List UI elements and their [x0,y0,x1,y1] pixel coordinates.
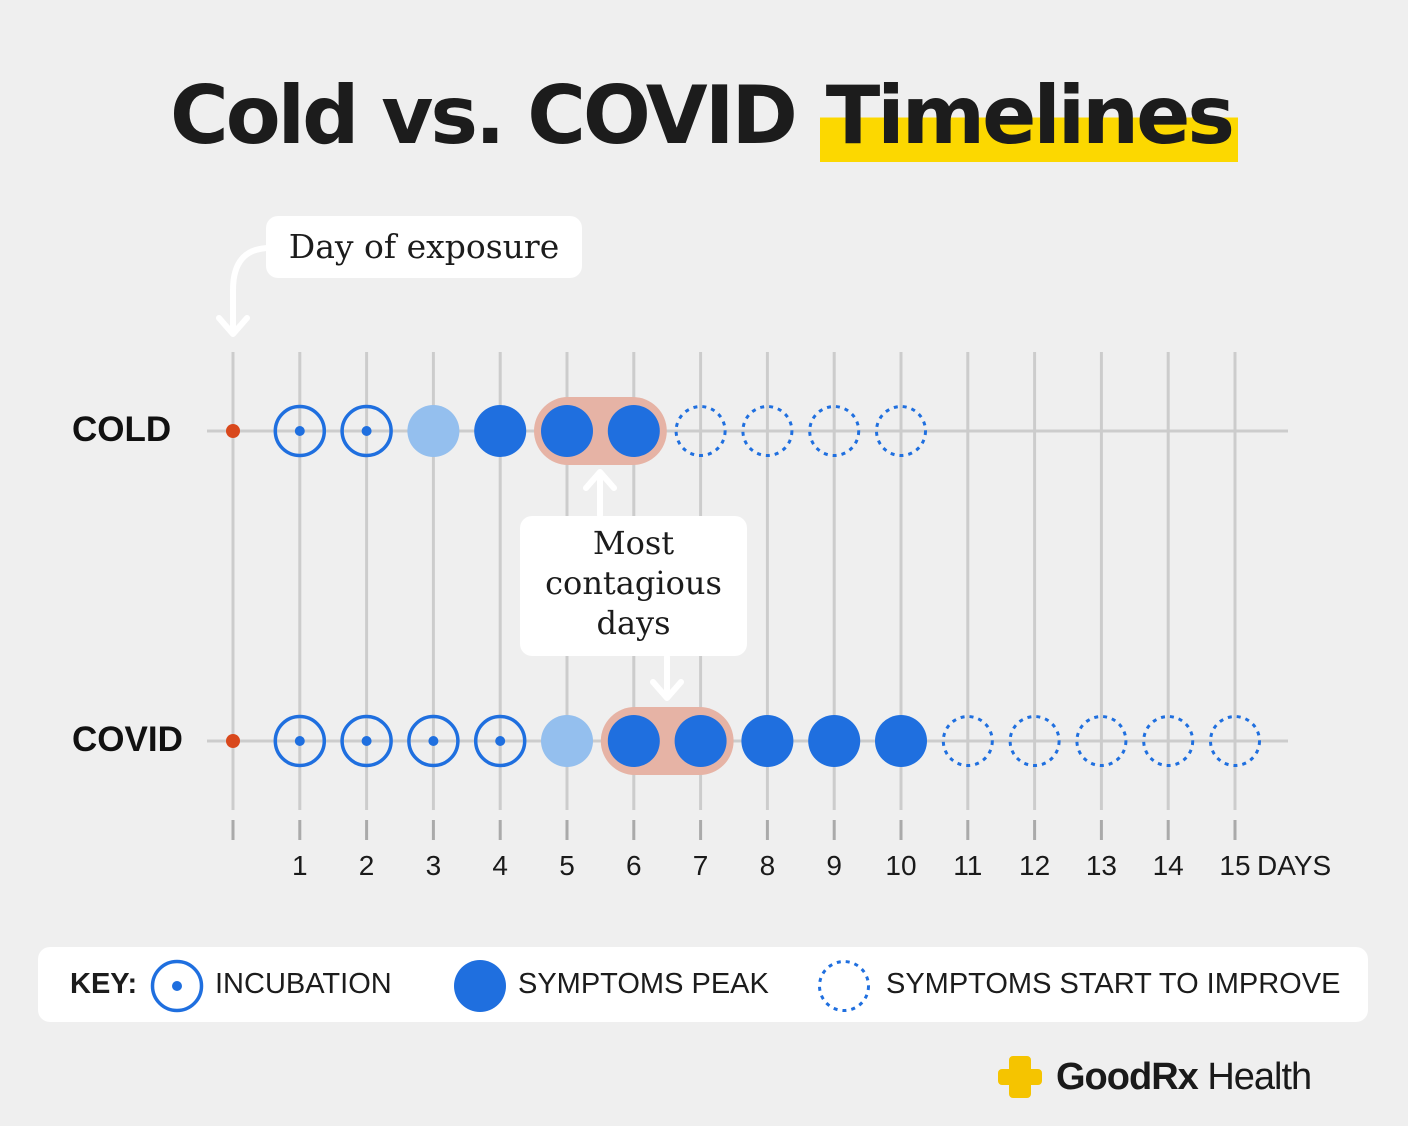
axis-tick-label: 7 [693,850,709,881]
timeline-diagram: 1 2 3 4 5 6 7 8 9 10 11 12 13 14 15 DAYS [207,245,1331,881]
incubation-marker [340,714,393,768]
symptoms-improve-icon [818,960,870,1012]
improving-marker [1209,715,1261,767]
peak-marker [674,715,727,767]
axis-tick-label: 12 [1019,850,1050,881]
legend-key: KEY: INCUBATION SYMPTOMS PEAK SYMPTOMS S… [38,947,1368,1022]
key-improve-label: SYMPTOMS START TO IMPROVE [886,968,1341,1000]
contagious-line-1: Most [592,524,675,562]
improving-marker [1142,715,1195,767]
axis-unit-label: DAYS [1257,850,1331,881]
axis-tick-label: 13 [1086,850,1117,881]
exposure-arrow-head [216,315,250,337]
improving-marker [875,405,927,457]
title-main: Cold vs. COVID [169,69,798,162]
incubation-marker-dot [294,426,305,436]
onset-marker [541,715,593,767]
axis-tick-label: 2 [359,850,375,881]
row-label-covid: COVID [72,720,183,759]
contagious-arrow-up-head [583,469,617,491]
goodrx-plus-icon [998,1056,1042,1098]
incubation-marker [407,714,460,768]
incubation-marker [473,714,527,768]
incubation-marker-dot [294,736,305,746]
axis-tick-label: 6 [626,850,642,881]
peak-marker [875,715,927,767]
axis-tick-label: 4 [492,850,508,881]
incubation-marker [273,404,327,458]
peak-marker [541,405,593,457]
axis-tick-label: 9 [826,850,842,881]
axis-tick-label: 1 [292,850,308,881]
improving-marker [808,405,861,457]
peak-marker [607,405,660,457]
brand-name: GoodRx Health [1056,1055,1312,1098]
exposure-callout-text: Day of exposure [288,227,560,266]
axis-tick-label: 8 [760,850,776,881]
incubation-marker [273,714,327,768]
brand-logo: GoodRx Health [996,1052,1312,1102]
key-title: KEY: [70,968,138,1000]
axis-tick-label: 15 [1219,850,1250,881]
peak-marker [607,715,660,767]
improving-marker [941,715,994,767]
most-contagious-callout: Most contagious days [520,516,747,656]
row-label-cold: COLD [72,410,172,449]
key-incubation-label: INCUBATION [215,968,392,1000]
contagious-line-2: contagious [545,564,722,602]
page-title: Cold vs. COVID Timelines [0,66,1408,166]
title-highlight: Timelines [819,69,1238,162]
axis-tick-label: 10 [885,850,916,881]
improving-marker [1008,715,1061,767]
incubation-marker-dot [361,426,372,436]
axis-tick-label: 3 [426,850,442,881]
onset-marker [407,405,460,457]
incubation-marker [340,404,393,458]
peak-marker [474,405,527,457]
exposure-dot [226,734,240,748]
improving-marker [1075,715,1128,767]
day-of-exposure-callout: Day of exposure [266,216,582,278]
exposure-arrow [230,245,273,335]
axis-tick-label: 14 [1153,850,1184,881]
incubation-marker-dot [495,736,506,746]
incubation-icon [150,959,204,1013]
improving-marker [674,405,727,457]
symptoms-peak-icon [454,960,506,1012]
incubation-marker-dot [361,736,372,746]
peak-marker [741,715,794,767]
improving-marker [741,405,794,457]
key-peak-label: SYMPTOMS PEAK [518,968,769,1000]
contagious-line-3: days [596,604,671,642]
contagious-arrow-down-head [650,679,684,701]
incubation-marker-dot [428,736,439,746]
peak-marker [808,715,861,767]
axis-tick-label: 5 [559,850,575,881]
axis-tick-label: 11 [953,850,982,881]
exposure-dot [226,424,240,438]
